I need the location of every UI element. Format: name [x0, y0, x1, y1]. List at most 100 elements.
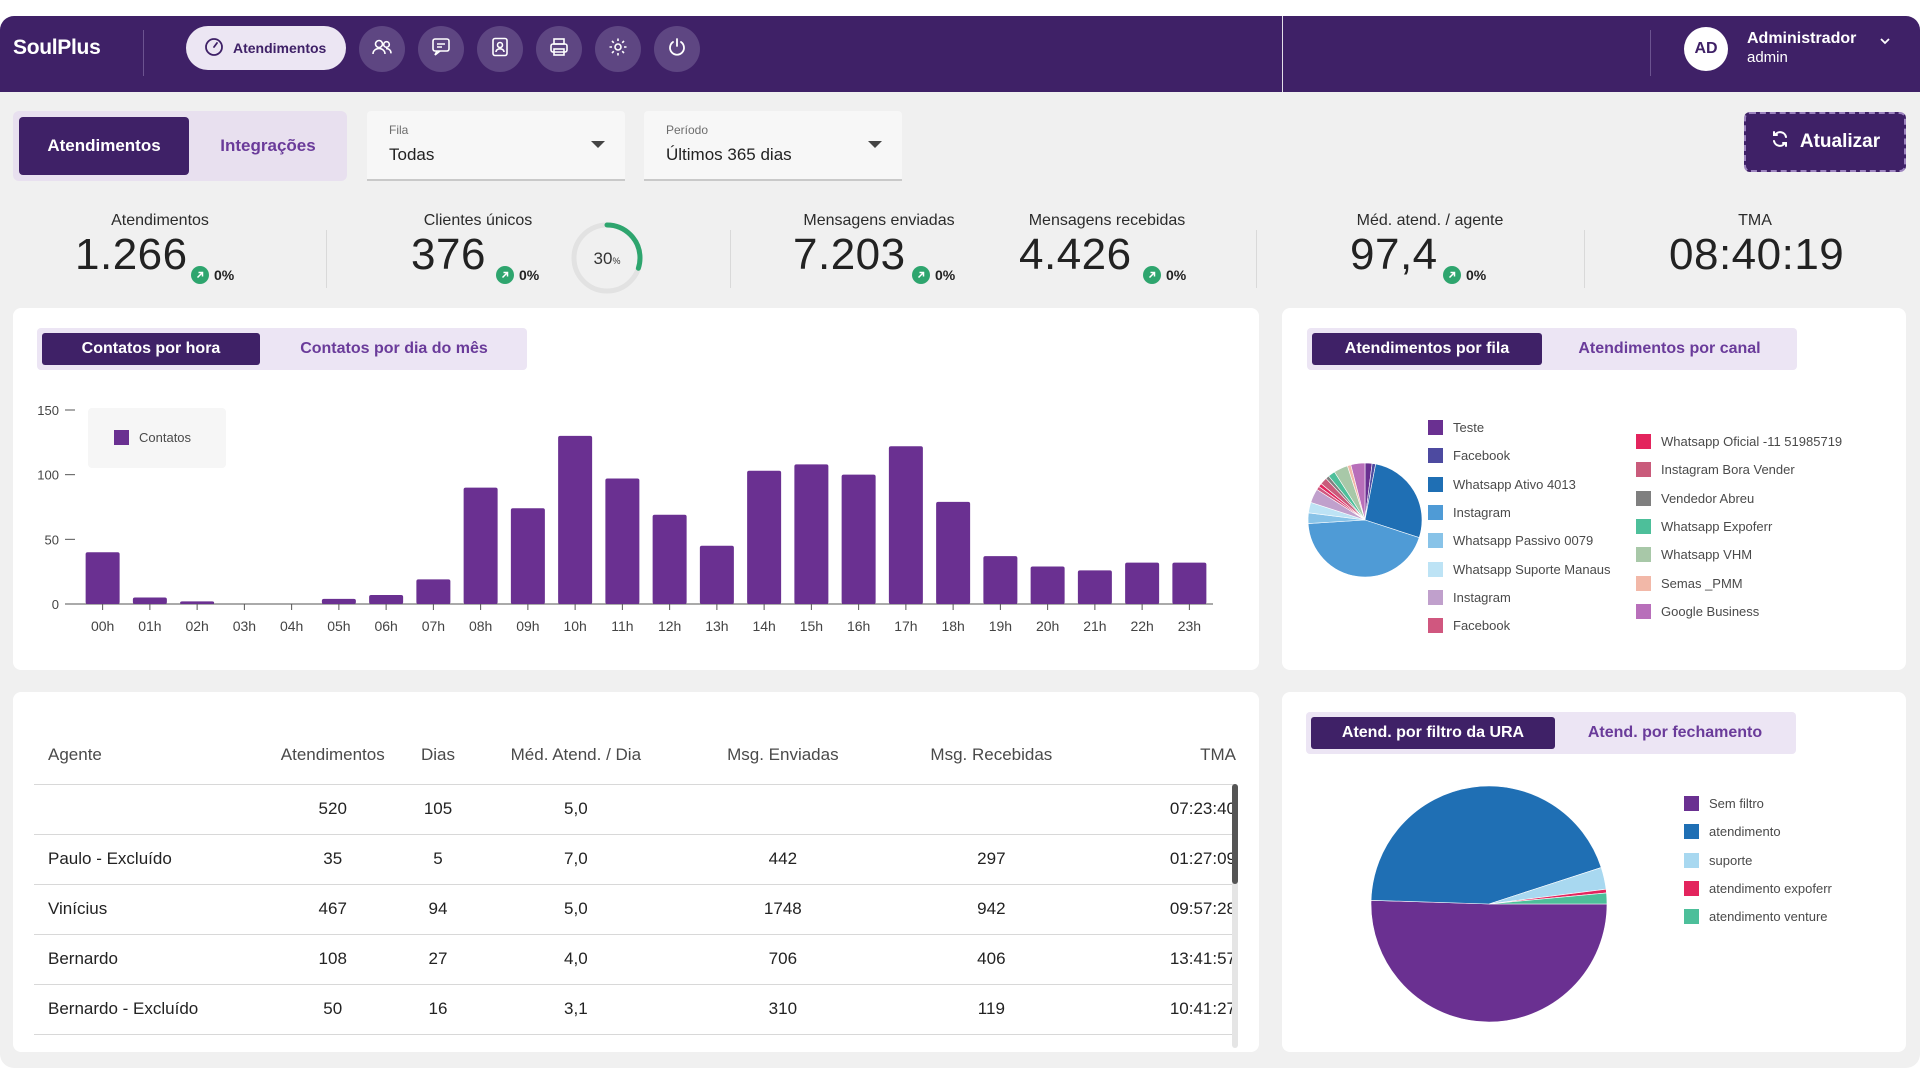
fila-legend-item[interactable]: Facebook: [1428, 448, 1510, 464]
bar-23h[interactable]: [1172, 562, 1207, 604]
col-agente[interactable]: Agente: [34, 726, 273, 785]
chevron-down-icon[interactable]: [1878, 34, 1892, 53]
legend-swatch: [1636, 462, 1651, 478]
users-button[interactable]: [359, 26, 405, 72]
dropdown-caret-icon: [868, 141, 882, 148]
fila-legend-item[interactable]: Instagram: [1428, 589, 1511, 605]
fila-legend-item[interactable]: Whatsapp Passivo 0079: [1428, 533, 1594, 549]
bar-18h[interactable]: [936, 501, 971, 604]
bar-22h[interactable]: [1125, 562, 1160, 604]
ura-slice[interactable]: [1488, 892, 1608, 905]
bar-08h[interactable]: [463, 487, 498, 604]
bar-14h[interactable]: [747, 470, 782, 604]
bar-21h[interactable]: [1077, 570, 1112, 604]
fila-legend-item[interactable]: Google Business: [1636, 603, 1759, 619]
col-msg-recebidas[interactable]: Msg. Recebidas: [897, 726, 1086, 785]
contatos-chart-card: Contatos por hora Contatos por dia do mê…: [13, 308, 1259, 670]
contacts-button[interactable]: [477, 26, 523, 72]
avatar[interactable]: AD: [1684, 27, 1728, 71]
stat-recebidas-change: 0%: [1143, 266, 1186, 284]
cell-msg-enviadas: [668, 784, 898, 835]
fila-slice[interactable]: [1307, 519, 1420, 578]
bar-17h[interactable]: [888, 446, 923, 604]
bar-12h[interactable]: [652, 514, 687, 604]
tab-atendimentos[interactable]: Atendimentos: [19, 117, 189, 175]
fila-select[interactable]: Fila Todas: [367, 111, 625, 181]
legend-swatch: [114, 430, 129, 445]
x-tick-label: 17h: [894, 618, 917, 634]
ura-slice[interactable]: [1370, 899, 1608, 1023]
refresh-button[interactable]: Atualizar: [1744, 112, 1906, 172]
fila-legend-item[interactable]: Semas _PMM: [1636, 575, 1743, 591]
bar-20h[interactable]: [1030, 566, 1065, 604]
bar-02h[interactable]: [180, 601, 215, 604]
cell-msg-recebidas: 119: [897, 984, 1086, 1035]
stat-enviadas-value: 7.203: [793, 230, 906, 279]
table-scrollbar-thumb[interactable]: [1232, 784, 1238, 884]
col-tma[interactable]: TMA: [1085, 726, 1236, 785]
fila-legend-item[interactable]: Whatsapp Ativo 4013: [1428, 476, 1576, 492]
tab-fechamento[interactable]: Atend. por fechamento: [1587, 724, 1763, 741]
bar-06h[interactable]: [369, 594, 404, 604]
tab-integracoes[interactable]: Integrações: [220, 136, 316, 155]
ura-legend-item[interactable]: atendimento venture: [1684, 909, 1828, 925]
bar-00h[interactable]: [85, 552, 120, 604]
legend-swatch: [1636, 490, 1651, 506]
trend-up-icon: [191, 266, 209, 284]
ura-legend-item[interactable]: suporte: [1684, 852, 1752, 868]
cell-dias: 27: [392, 934, 484, 985]
nav-atendimentos-button[interactable]: Atendimentos: [186, 26, 347, 70]
tab-filtro-ura[interactable]: Atend. por filtro da URA: [1311, 717, 1555, 749]
fila-legend-item[interactable]: Teste: [1428, 420, 1484, 435]
fila-legend-item[interactable]: Instagram: [1428, 504, 1511, 520]
y-tick-label: 50: [45, 532, 59, 547]
legend-label: Whatsapp Expoferr: [1661, 518, 1773, 534]
ura-legend-item[interactable]: atendimento: [1684, 824, 1781, 840]
bar-07h[interactable]: [416, 579, 451, 604]
table-scrollbar-track[interactable]: [1232, 784, 1238, 1048]
bar-05h[interactable]: [321, 598, 356, 604]
ura-legend-item[interactable]: atendimento expoferr: [1684, 880, 1832, 896]
legend-swatch: [1684, 880, 1699, 896]
stat-tma-label: TMA: [1738, 212, 1772, 229]
fila-legend-item[interactable]: Whatsapp Suporte Manaus: [1428, 561, 1611, 577]
fila-legend-item[interactable]: Whatsapp VHM: [1636, 547, 1753, 563]
cell-media-dia: 4,0: [483, 934, 669, 985]
bar-16h[interactable]: [841, 474, 876, 604]
bar-15h[interactable]: [794, 464, 829, 604]
bar-11h[interactable]: [605, 478, 640, 604]
tab-contatos-por-dia[interactable]: Contatos por dia do mês: [300, 340, 488, 357]
fila-legend-item[interactable]: Instagram Bora Vender: [1636, 462, 1795, 478]
legend-label: Whatsapp VHM: [1661, 547, 1753, 563]
logout-button[interactable]: [654, 26, 700, 72]
col-dias[interactable]: Dias: [392, 726, 484, 785]
tab-atendimentos-por-fila[interactable]: Atendimentos por fila: [1312, 333, 1542, 365]
user-name[interactable]: Administrador: [1747, 30, 1857, 47]
fila-legend-item[interactable]: Whatsapp Expoferr: [1636, 518, 1773, 534]
chat-button[interactable]: [418, 26, 464, 72]
tab-contatos-por-hora[interactable]: Contatos por hora: [42, 333, 260, 365]
ura-chart-card: Atend. por filtro da URA Atend. por fech…: [1282, 692, 1906, 1052]
cell-agente: [34, 784, 273, 835]
fila-legend-item[interactable]: Whatsapp Oficial -11 51985719: [1636, 434, 1842, 449]
col-msg-enviadas[interactable]: Msg. Enviadas: [668, 726, 898, 785]
bar-19h[interactable]: [983, 556, 1018, 604]
legend-label: Whatsapp Passivo 0079: [1453, 533, 1594, 549]
ura-slice[interactable]: [1370, 785, 1602, 905]
fila-slice[interactable]: [1350, 462, 1366, 521]
bar-13h[interactable]: [699, 545, 734, 604]
fila-legend-item[interactable]: Vendedor Abreu: [1636, 490, 1754, 506]
col-atendimentos[interactable]: Atendimentos: [272, 726, 393, 785]
periodo-select[interactable]: Período Últimos 365 dias: [644, 111, 902, 181]
bar-09h[interactable]: [510, 508, 545, 604]
ura-legend-item[interactable]: Sem filtro: [1684, 796, 1764, 811]
fila-slice[interactable]: [1364, 463, 1423, 538]
col-media-dia[interactable]: Méd. Atend. / Dia: [483, 726, 669, 785]
fila-legend-item[interactable]: Facebook: [1428, 618, 1510, 634]
tab-atendimentos-por-canal[interactable]: Atendimentos por canal: [1578, 340, 1761, 357]
bar-01h[interactable]: [132, 597, 167, 604]
legend-swatch: [1428, 561, 1443, 577]
bar-10h[interactable]: [558, 435, 593, 604]
settings-button[interactable]: [595, 26, 641, 72]
print-button[interactable]: [536, 26, 582, 72]
